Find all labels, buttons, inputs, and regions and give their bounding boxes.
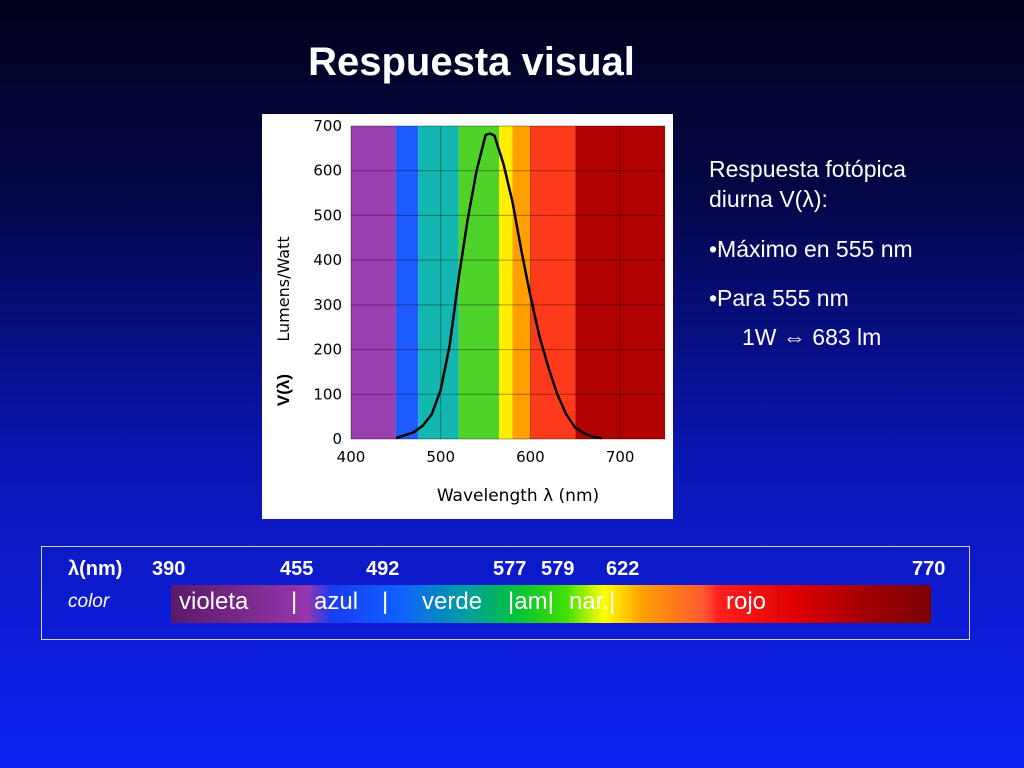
y-tick-label-3: 300 <box>313 296 342 314</box>
y-axis-label: Lumens/Watt <box>274 236 293 341</box>
info-bullet-max: •Máximo en 555 nm <box>709 236 913 262</box>
band-separator-2: | <box>382 588 389 615</box>
x-tick-label-2: 600 <box>516 448 545 466</box>
y-tick-label-0: 0 <box>332 430 342 448</box>
info-bullet-para: •Para 555 nm <box>709 285 849 311</box>
color-label: color <box>68 591 110 612</box>
v-lambda-curve-0 <box>395 132 603 440</box>
lambda-label: λ(nm) <box>68 558 123 580</box>
band-azul: azul <box>314 588 359 615</box>
spectrum-band-2 <box>418 126 459 439</box>
x-axis-label: Wavelength λ (nm) <box>437 486 599 506</box>
info-line-1: Respuesta fotópica <box>709 156 906 182</box>
spectrum-band-0 <box>351 126 396 439</box>
y-tick-label-4: 400 <box>313 251 342 269</box>
spectrum-band-6 <box>530 126 576 439</box>
info-line-2: diurna V(λ): <box>709 186 828 212</box>
boundary-455: 455 <box>280 558 314 580</box>
spectrum-color-bar <box>171 585 931 623</box>
band-amarillo: |am| <box>508 588 554 615</box>
y-tick-label-1: 100 <box>313 385 342 403</box>
spectrum-band-5 <box>512 126 531 439</box>
spectrum-band-7 <box>575 126 665 439</box>
band-naranja: nar.| <box>569 588 616 615</box>
spectrum-band-4 <box>499 126 513 439</box>
band-verde: verde <box>422 588 483 615</box>
spectrum-band-3 <box>458 126 500 439</box>
boundary-770: 770 <box>912 558 946 580</box>
y-tick-label-7: 700 <box>313 117 342 135</box>
band-separator-1: | <box>291 588 298 615</box>
band-rojo: rojo <box>726 588 767 615</box>
chart-svg: 400 500 600 700 0 100 200 300 400 500 600 700 Wavele… <box>274 117 665 506</box>
boundary-622: 622 <box>606 558 640 580</box>
boundary-577: 577 <box>493 558 527 580</box>
y-axis-symbol: V(λ) <box>274 374 293 406</box>
spectrum-band-1 <box>395 126 419 439</box>
y-tick-label-6: 600 <box>313 162 342 180</box>
x-tick-label-0: 400 <box>337 448 366 466</box>
boundary-390: 390 <box>152 558 186 580</box>
info-equivalence: 1W ⇔ 683 lm <box>742 324 882 350</box>
y-tick-label-5: 500 <box>313 206 342 224</box>
x-tick-label-3: 700 <box>606 448 635 466</box>
boundary-492: 492 <box>366 558 400 580</box>
band-violeta: violeta <box>179 588 249 615</box>
boundary-579: 579 <box>541 558 575 580</box>
luminous-efficacy-chart: 400 500 600 700 0 100 200 300 400 500 600 700 Wavele… <box>262 114 673 519</box>
slide-title: Respuesta visual <box>308 40 635 84</box>
x-tick-label-1: 500 <box>426 448 455 466</box>
y-tick-label-2: 200 <box>313 341 342 359</box>
spectrum-legend: λ(nm) 390 455 492 577 579 622 770 color … <box>41 546 970 640</box>
